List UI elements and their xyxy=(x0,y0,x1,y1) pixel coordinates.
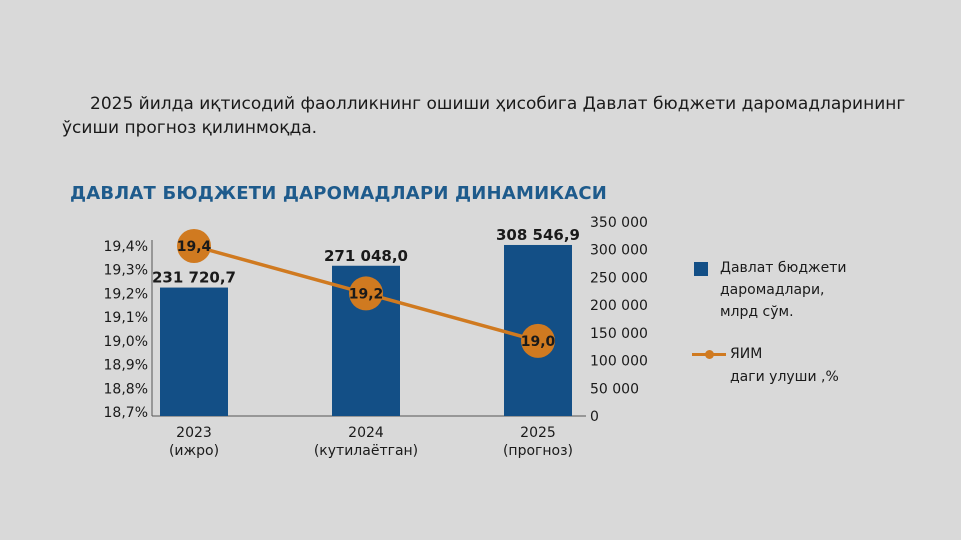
right-axis-tick-label: 300 000 xyxy=(590,243,648,259)
left-axis-tick-label: 19,3% xyxy=(104,263,148,279)
line-marker xyxy=(177,229,211,263)
x-tick-note: (ижро) xyxy=(169,443,219,459)
legend-bar-label-line: Давлат бюджети xyxy=(720,260,847,276)
legend-bar-swatch xyxy=(694,262,708,276)
legend-line-marker xyxy=(705,350,714,359)
right-axis-tick-label: 250 000 xyxy=(590,270,648,286)
intro-text: 2025 йилда иқтисодий фаолликнинг ошиши ҳ… xyxy=(62,94,906,138)
right-axis-tick-label: 350 000 xyxy=(590,215,648,231)
left-axis-tick-label: 19,2% xyxy=(104,286,148,302)
left-axis-tick-label: 19,1% xyxy=(104,310,148,326)
right-axis-tick-label: 100 000 xyxy=(590,354,648,370)
bar xyxy=(160,287,228,416)
line-value-label: 19,2 xyxy=(349,286,384,302)
x-tick-label: 2023 xyxy=(176,425,212,441)
legend-bar-label-line: млрд сўм. xyxy=(720,304,794,320)
x-tick-note: (прогноз) xyxy=(503,443,573,459)
left-axis-tick-label: 18,9% xyxy=(104,358,148,374)
right-axis-tick-label: 50 000 xyxy=(590,381,639,397)
legend-line-label-line: ЯИМ xyxy=(730,346,763,362)
legend-bar-label-line: даромадлари, xyxy=(720,282,825,298)
legend-bar-label: Давлат бюджети даромадлари, млрд сўм. xyxy=(720,257,860,323)
legend-line-label-line: даги улуши ,% xyxy=(730,369,839,385)
left-axis-tick-label: 19,4% xyxy=(104,239,148,255)
line-marker xyxy=(349,276,383,311)
bar-value-label: 271 048,0 xyxy=(324,247,408,265)
right-axis-tick-label: 0 xyxy=(590,409,599,425)
bar-value-label: 308 546,9 xyxy=(496,226,580,244)
left-axis-tick-label: 19,0% xyxy=(104,334,148,350)
x-tick-label: 2024 xyxy=(348,425,384,441)
left-axis-tick-label: 18,8% xyxy=(104,381,148,397)
x-tick-label: 2025 xyxy=(520,425,556,441)
line-marker xyxy=(521,323,555,358)
chart-title: ДАВЛАТ БЮДЖЕТИ ДАРОМАДЛАРИ ДИНАМИКАСИ xyxy=(70,183,608,204)
x-tick-note: (кутилаётган) xyxy=(314,443,418,459)
bar-value-label: 231 720,7 xyxy=(152,269,236,287)
line-value-label: 19,0 xyxy=(521,334,556,350)
line-value-label: 19,4 xyxy=(177,239,212,255)
left-axis-tick-label: 18,7% xyxy=(104,405,148,421)
right-axis-tick-label: 200 000 xyxy=(590,298,648,314)
right-axis-tick-label: 150 000 xyxy=(590,326,648,342)
